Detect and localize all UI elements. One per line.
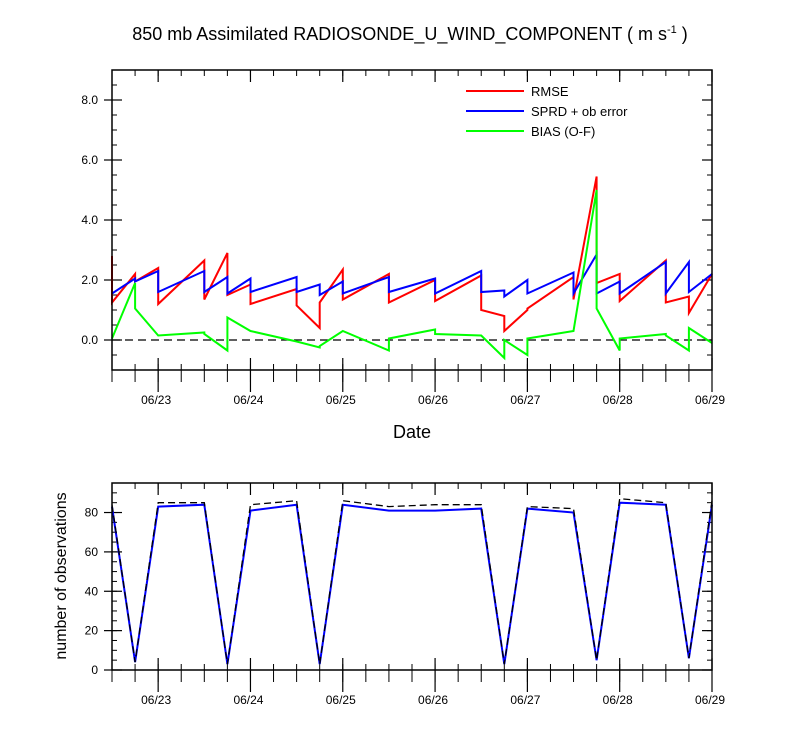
bottom-y-tick-label: 80 <box>85 506 99 520</box>
bottom-panel: 0 20 40 60 80 06/23 06/24 06/25 06/26 06/27 06/28 0… <box>53 482 725 707</box>
top-x-tick-label: 06/26 <box>418 393 448 407</box>
bottom-y-tick-label: 20 <box>85 624 99 638</box>
title-main: 850 mb Assimilated RADIOSONDE_U_WIND_COM… <box>132 24 667 45</box>
series-possible <box>111 497 713 665</box>
top-y-tick-label: 0.0 <box>81 333 98 347</box>
top-y-tick-label: 2.0 <box>81 273 98 287</box>
y-axis-label: number of observations <box>53 492 70 659</box>
legend-label: BIAS (O-F) <box>531 124 595 139</box>
bottom-x-tick-label: 06/28 <box>603 693 633 707</box>
bottom-y-tick-label: 60 <box>85 545 99 559</box>
bottom-x-tick-label: 06/24 <box>233 693 263 707</box>
top-x-tick-label: 06/29 <box>695 393 725 407</box>
series-rmse <box>111 176 713 334</box>
bottom-x-tick-label: 06/23 <box>141 693 171 707</box>
series-sprd-ob-error <box>111 250 713 299</box>
title-superscript: -1 <box>667 24 677 36</box>
bottom-axes: 0 20 40 60 80 06/23 06/24 06/25 06/26 06/27 06/28 0… <box>85 482 725 707</box>
top-series-group <box>111 176 713 361</box>
top-x-tick-label: 06/28 <box>603 393 633 407</box>
bottom-x-tick-label: 06/27 <box>510 693 540 707</box>
bottom-y-tick-label: 0 <box>91 663 98 677</box>
chart-title: 850 mb Assimilated RADIOSONDE_U_WIND_COM… <box>132 24 688 45</box>
top-x-tick-label: 06/25 <box>326 393 356 407</box>
legend-label: RMSE <box>531 84 569 99</box>
legend-label: SPRD + ob error <box>531 104 628 119</box>
top-y-tick-label: 8.0 <box>81 93 98 107</box>
bottom-series-group <box>111 497 713 665</box>
top-x-tick-label: 06/24 <box>233 393 263 407</box>
series-assimilated <box>111 501 713 665</box>
top-plot-frame <box>111 69 713 371</box>
bottom-x-tick-label: 06/25 <box>326 693 356 707</box>
series-bias-o-f <box>111 189 713 361</box>
bottom-x-tick-label: 06/29 <box>695 693 725 707</box>
top-panel: 850 mb Assimilated RADIOSONDE_U_WIND_COM… <box>81 24 725 442</box>
top-x-tick-label: 06/23 <box>141 393 171 407</box>
legend: RMSE SPRD + ob error BIAS (O-F) <box>466 84 628 139</box>
top-x-tick-label: 06/27 <box>510 393 540 407</box>
top-y-tick-label: 6.0 <box>81 153 98 167</box>
bottom-y-tick-label: 40 <box>85 584 99 598</box>
bottom-x-tick-label: 06/26 <box>418 693 448 707</box>
top-axes: 0.0 2.0 4.0 6.0 8.0 06/23 06/24 06/25 06/26 06/27… <box>81 69 725 407</box>
title-suffix: ) <box>677 24 688 44</box>
top-y-tick-label: 4.0 <box>81 213 98 227</box>
x-axis-label: Date <box>393 422 431 442</box>
bottom-plot-frame <box>111 482 713 671</box>
